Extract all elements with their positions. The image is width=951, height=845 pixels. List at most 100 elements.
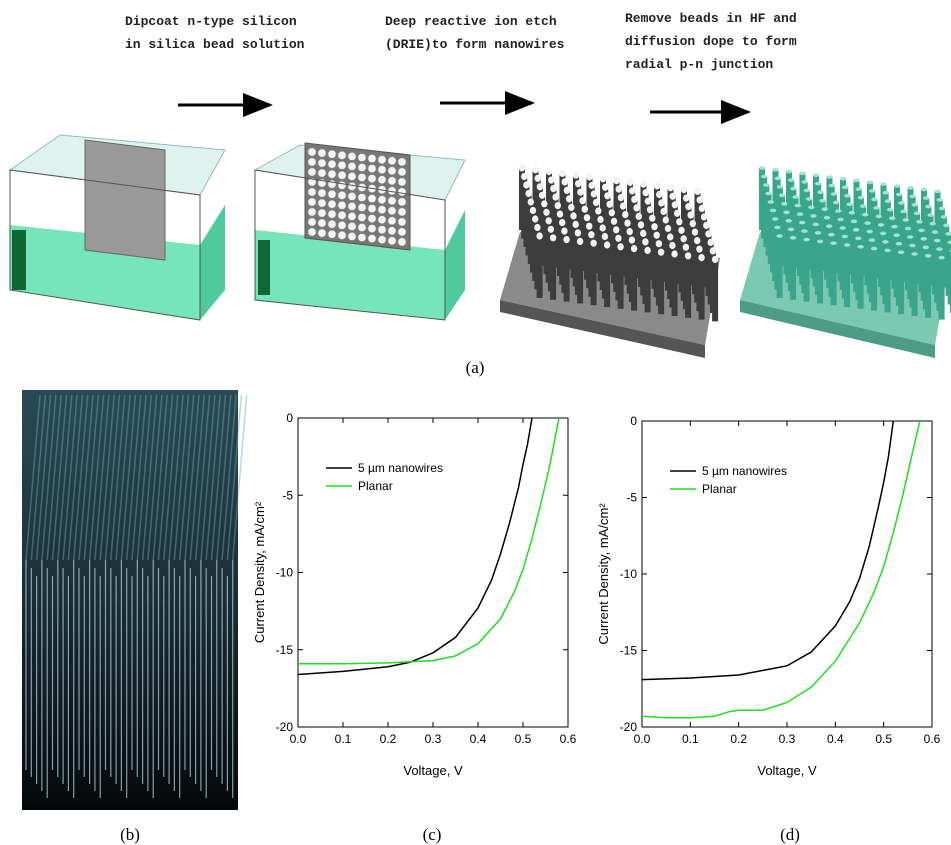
sem-wire [147,394,163,561]
y-tick-label: -15 [620,644,638,658]
pillar-top [870,246,878,251]
pillar-top [525,189,532,198]
pillar-top [552,193,559,201]
pillar-top [830,192,838,196]
step-text: (DRIE)to form nanowires [385,37,565,52]
pillar-top [556,210,564,218]
pillar-top [581,205,588,213]
pillar-top [680,186,688,194]
sem-wire [72,394,89,561]
pillar-top [846,202,853,207]
pillar-top [577,188,584,196]
bead [377,175,387,184]
x-tick-label: 0.1 [335,732,352,746]
pillar-top [801,229,808,233]
pillar-top [947,240,951,245]
pillar-top [622,211,629,219]
sem-wire [178,394,195,561]
pillar-top [853,178,860,183]
pillar-top [667,184,674,192]
pillar-top [689,220,696,228]
pillar-top [640,180,647,188]
legend-label: 5 µm nanowires [358,461,443,475]
bead [347,222,357,231]
sem-wire [152,394,168,561]
pillar-top [817,190,824,194]
bead [337,151,347,160]
pillar-top [667,233,674,241]
pillar-top [790,186,797,191]
sem-wire [88,394,105,561]
bead [397,167,407,177]
sem-wire [136,394,153,561]
pillar [563,239,570,302]
pillar-top [763,183,770,187]
pillar-top [568,203,575,211]
pillar-top [671,201,679,209]
pillar-top [599,224,606,232]
bead [397,207,407,217]
pillar [658,252,665,315]
pillar-top [646,206,654,214]
sem-wire [46,394,62,561]
sem-wire [131,394,147,561]
bead [327,189,337,199]
pillar-top [617,194,625,202]
pillar [803,239,810,302]
pillar-top [828,183,835,188]
pillar-top [781,202,788,206]
pillar-top [521,172,528,181]
pillar-top [532,166,539,174]
pillar-top [920,187,928,192]
bead [327,199,337,209]
sem-wire [226,394,243,561]
tank [253,142,466,321]
pillar-top [563,236,570,244]
pillar-top [859,204,867,208]
step-text: Dipcoat n-type silicon [125,14,297,29]
step-text: Remove beads in HF and [625,11,797,26]
pillar [911,254,918,316]
bead [307,207,317,217]
pillar-top [826,175,833,179]
pillar-top [630,245,638,253]
bead [387,206,397,216]
pillar-top [637,221,645,229]
pillar-top [615,185,622,193]
pillar-top [536,183,544,191]
pillar-top [608,209,615,217]
bead [307,217,317,227]
pillar-top [586,222,593,230]
pillar [871,248,878,311]
pillar-top [873,206,880,210]
nanowire-array [740,166,951,358]
pillar-top [684,252,692,260]
series-line [297,417,533,676]
pillar-top [534,223,541,232]
pillar-top [529,206,537,215]
pillar-top [604,192,611,200]
pillar-top [785,169,793,174]
pillar-top [826,224,833,228]
pillar-top [538,191,546,199]
pillar-top [922,245,930,250]
pillar-top [882,240,889,244]
pillar-top [642,189,649,197]
pillar-top [830,241,837,245]
pillar-top [855,236,862,241]
bead [367,154,377,163]
pillar-top [703,221,710,229]
pillar-top [561,178,568,186]
x-tick-label: 0.0 [290,732,307,746]
pillar-top [814,231,822,235]
bead [397,177,407,187]
sem-wire [231,394,248,561]
step-text: in silica bead solution [125,37,305,52]
bead [347,212,357,221]
sem-wire [25,394,41,561]
pillar-top [799,171,806,176]
pillar-top [889,216,896,220]
pillar-top [629,187,636,195]
panel-label: (b) [120,825,140,844]
sem-wire [221,394,237,561]
